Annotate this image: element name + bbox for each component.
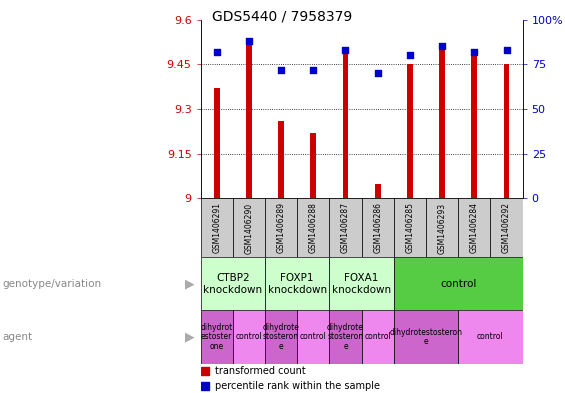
Point	[470, 49, 479, 55]
Text: percentile rank within the sample: percentile rank within the sample	[215, 381, 380, 391]
Bar	[329, 310, 362, 364]
Text: dihydrot
estoster
one: dihydrot estoster one	[201, 323, 233, 351]
Bar	[246, 44, 252, 198]
Bar	[375, 184, 381, 198]
Bar	[342, 52, 349, 198]
Bar	[201, 257, 265, 310]
Bar	[265, 310, 297, 364]
Text: dihydrote
stosteron
e: dihydrote stosteron e	[263, 323, 299, 351]
Text: GSM1406290: GSM1406290	[245, 202, 253, 253]
Text: control: control	[300, 332, 327, 342]
Bar	[310, 133, 316, 198]
Bar	[329, 257, 394, 310]
Bar	[362, 198, 394, 257]
Text: GSM1406285: GSM1406285	[406, 202, 414, 253]
Bar	[297, 198, 329, 257]
Bar	[426, 198, 458, 257]
Bar	[233, 310, 265, 364]
Text: GDS5440 / 7958379: GDS5440 / 7958379	[212, 10, 353, 24]
Bar	[265, 198, 297, 257]
Text: GSM1406287: GSM1406287	[341, 202, 350, 253]
Text: GSM1406284: GSM1406284	[470, 202, 479, 253]
Bar	[394, 310, 458, 364]
Bar	[201, 198, 233, 257]
Point	[373, 70, 382, 76]
Text: GSM1406286: GSM1406286	[373, 202, 382, 253]
Bar	[329, 198, 362, 257]
Text: GSM1406293: GSM1406293	[438, 202, 446, 253]
Text: GSM1406292: GSM1406292	[502, 202, 511, 253]
Text: genotype/variation: genotype/variation	[3, 279, 102, 289]
Bar	[471, 52, 477, 198]
Text: GSM1406288: GSM1406288	[309, 202, 318, 253]
Bar	[394, 257, 523, 310]
Text: GSM1406291: GSM1406291	[212, 202, 221, 253]
Bar	[278, 121, 284, 198]
Text: control: control	[477, 332, 504, 342]
Text: FOXA1
knockdown: FOXA1 knockdown	[332, 273, 391, 295]
Bar	[458, 198, 490, 257]
Point	[212, 49, 221, 55]
Bar	[490, 198, 523, 257]
Text: agent: agent	[3, 332, 33, 342]
Bar	[394, 198, 426, 257]
Text: control: control	[440, 279, 476, 289]
Point	[276, 66, 285, 73]
Text: dihydrotestosteron
e: dihydrotestosteron e	[389, 328, 463, 346]
Bar	[362, 310, 394, 364]
Bar	[503, 64, 510, 198]
Bar	[407, 64, 413, 198]
Bar	[265, 257, 329, 310]
Point	[406, 52, 415, 59]
Bar	[214, 88, 220, 198]
Text: GSM1406289: GSM1406289	[277, 202, 285, 253]
Text: transformed count: transformed count	[215, 366, 306, 376]
Point	[437, 43, 446, 50]
Text: dihydrote
stosteron
e: dihydrote stosteron e	[327, 323, 364, 351]
Bar	[297, 310, 329, 364]
Point	[244, 38, 253, 44]
Bar	[439, 44, 445, 198]
Bar	[458, 310, 523, 364]
Text: ▶: ▶	[185, 331, 195, 343]
Text: CTBP2
knockdown: CTBP2 knockdown	[203, 273, 262, 295]
Text: control: control	[364, 332, 391, 342]
Point	[341, 47, 350, 53]
Bar	[201, 310, 233, 364]
Bar	[233, 198, 265, 257]
Text: ▶: ▶	[185, 277, 195, 290]
Text: control: control	[236, 332, 262, 342]
Point	[308, 66, 318, 73]
Point	[502, 47, 511, 53]
Text: FOXP1
knockdown: FOXP1 knockdown	[268, 273, 327, 295]
